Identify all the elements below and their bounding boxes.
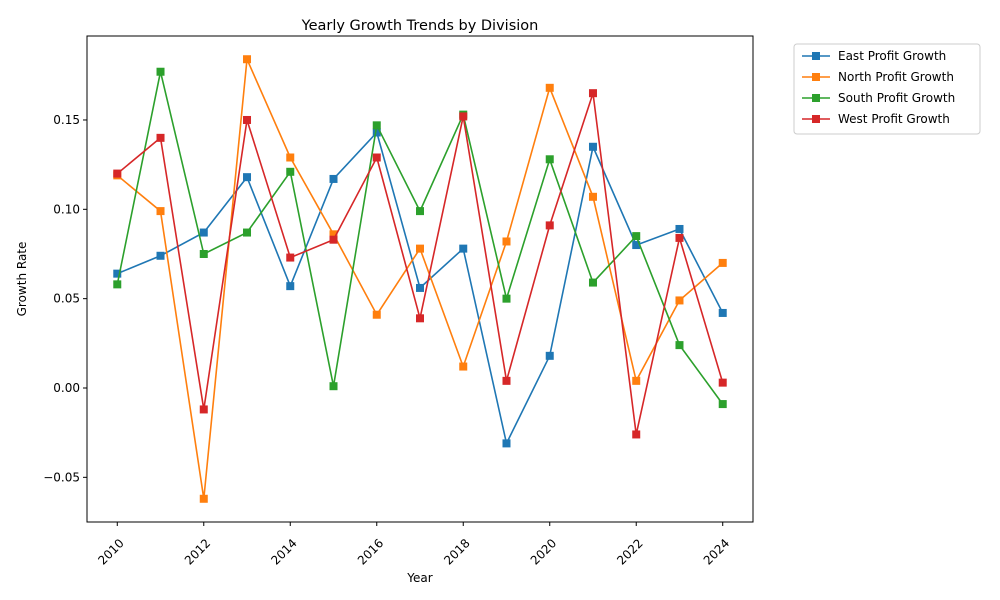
data-point <box>243 228 252 237</box>
legend-item: South Profit Growth <box>802 91 955 105</box>
data-point <box>286 282 295 291</box>
data-point <box>329 235 338 244</box>
data-point <box>286 167 295 176</box>
series-east-profit-growth <box>113 128 727 448</box>
legend-marker <box>812 73 820 81</box>
data-point <box>372 128 381 137</box>
data-point <box>545 351 554 360</box>
data-point <box>718 308 727 317</box>
series-layer <box>113 55 727 503</box>
data-point <box>502 376 511 385</box>
data-point <box>632 376 641 385</box>
x-tick-label: 2022 <box>614 536 645 567</box>
data-point <box>156 67 165 76</box>
data-point <box>632 430 641 439</box>
y-tick-label: 0.15 <box>53 113 80 127</box>
data-point <box>329 174 338 183</box>
legend-label: South Profit Growth <box>838 91 955 105</box>
data-point <box>372 310 381 319</box>
legend-item: West Profit Growth <box>802 112 950 126</box>
series-line <box>116 56 724 499</box>
data-point <box>545 83 554 92</box>
data-point <box>718 378 727 387</box>
legend-item: North Profit Growth <box>802 70 954 84</box>
legend-marker <box>812 94 820 102</box>
data-point <box>588 89 597 98</box>
data-point <box>632 241 641 250</box>
data-point <box>502 439 511 448</box>
data-point <box>156 133 165 142</box>
legend-box <box>793 43 981 135</box>
legend-label: East Profit Growth <box>838 49 946 63</box>
y-tick-label: 0.00 <box>53 381 80 395</box>
data-point <box>675 233 684 242</box>
legend-item: East Profit Growth <box>802 49 946 63</box>
data-point <box>718 400 727 409</box>
x-tick-label: 2018 <box>441 536 472 567</box>
data-point <box>286 153 295 162</box>
data-point <box>156 251 165 260</box>
data-point <box>459 112 468 121</box>
data-point <box>675 296 684 305</box>
x-tick-label: 2024 <box>701 536 732 567</box>
data-point <box>416 314 424 323</box>
legend-label: North Profit Growth <box>838 70 954 84</box>
series-line <box>116 92 724 435</box>
y-tick-label: 0.10 <box>53 202 80 216</box>
plot-frame <box>86 35 754 523</box>
data-point <box>243 173 252 182</box>
data-point <box>113 280 122 289</box>
data-point <box>156 207 165 216</box>
chart-title: Yearly Growth Trends by Division <box>301 18 539 34</box>
legend-marker <box>812 52 820 60</box>
data-point <box>372 121 381 130</box>
data-point <box>632 232 641 241</box>
data-point <box>372 153 381 162</box>
series-line <box>116 71 724 405</box>
data-point <box>545 221 554 230</box>
legend: East Profit Growth North Profit Growth Sou… <box>793 43 981 135</box>
data-point <box>113 169 122 178</box>
data-point <box>199 228 208 237</box>
data-point <box>718 258 727 267</box>
legend-marker <box>812 115 820 123</box>
data-point <box>243 115 252 124</box>
data-point <box>675 341 684 350</box>
series-south-profit-growth <box>113 67 727 409</box>
x-tick-label: 2020 <box>528 536 559 567</box>
y-axis-label: Growth Rate <box>15 242 29 317</box>
data-point <box>286 253 295 262</box>
data-point <box>199 249 208 258</box>
data-point <box>113 269 122 278</box>
series-west-profit-growth <box>113 89 727 439</box>
data-point <box>675 224 684 233</box>
axes: 2010 2012 2014 2016 2018 2020 2022 2024 −0.05 0.0… <box>43 35 754 568</box>
x-tick-label: 2010 <box>95 536 126 567</box>
y-tick-label: −0.05 <box>43 470 80 484</box>
y-tick-label: 0.05 <box>53 292 80 306</box>
data-point <box>329 382 338 391</box>
data-point <box>416 283 424 292</box>
data-point <box>588 278 597 287</box>
data-point <box>588 192 597 201</box>
x-axis-label: Year <box>406 571 432 585</box>
data-point <box>459 362 468 371</box>
data-point <box>243 55 252 64</box>
data-point <box>199 405 208 414</box>
data-point <box>545 155 554 164</box>
data-point <box>329 230 338 239</box>
data-point <box>459 244 468 253</box>
x-tick-label: 2012 <box>182 536 213 567</box>
x-tick-label: 2014 <box>268 536 299 567</box>
data-point <box>416 207 424 216</box>
data-point <box>199 494 208 503</box>
data-point <box>502 237 511 246</box>
legend-label: West Profit Growth <box>838 112 950 126</box>
data-point <box>416 244 424 253</box>
data-point <box>588 142 597 151</box>
x-tick-label: 2016 <box>355 536 386 567</box>
data-point <box>502 294 511 303</box>
